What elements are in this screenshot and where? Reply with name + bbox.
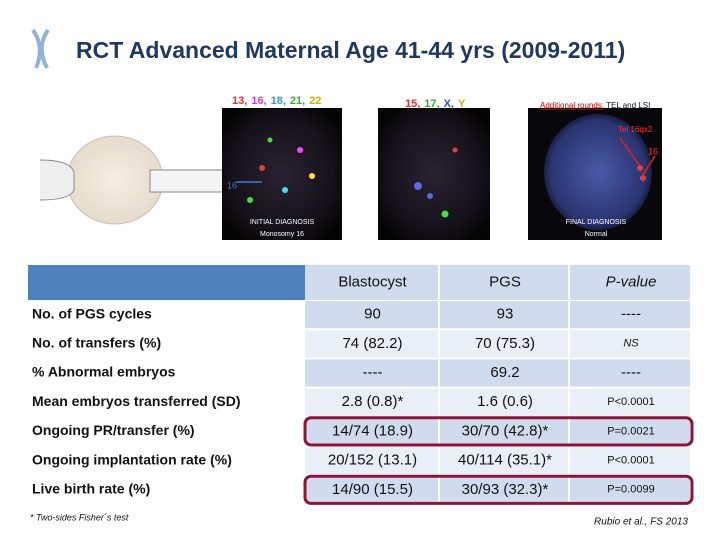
cell-value: ----: [621, 306, 641, 323]
cell-value: 69.2: [490, 364, 519, 381]
row-label: No. of PGS cycles: [32, 305, 152, 321]
row-label: Ongoing PR/transfer (%): [32, 422, 195, 438]
probe: 22: [309, 95, 321, 107]
cell-value: 14/74 (18.9): [332, 422, 413, 439]
title-icon: [31, 28, 50, 69]
cell-value: P=0.0099: [607, 484, 654, 496]
table-cell: [570, 330, 690, 358]
cell-value: 2.8 (0.8)*: [342, 393, 404, 410]
citation: Rubio et al., FS 2013: [594, 517, 688, 528]
cell-value: NS: [623, 338, 639, 350]
table-cell: [570, 301, 690, 329]
table-cell: [570, 388, 690, 416]
additional-rounds-key: Additional rounds:: [540, 101, 604, 110]
probe-list: 13, 16, 18, 21, 22: [232, 95, 321, 107]
probe: Y: [458, 98, 466, 110]
column-header: P-value: [606, 273, 657, 290]
additional-rounds: Additional rounds: TEL and LSI: [540, 101, 650, 110]
table-cell: [305, 476, 438, 504]
cell-value: 30/93 (32.3)*: [462, 481, 549, 498]
table-cell: [440, 301, 568, 329]
table-cell: [440, 417, 568, 445]
cell-value: 14/90 (15.5): [332, 481, 413, 498]
cell-value: 20/152 (13.1): [328, 452, 417, 469]
image-panel: [28, 88, 692, 246]
diagnosis-label: INITIAL DIAGNOSIS: [250, 219, 315, 226]
probe: 21,: [290, 95, 305, 107]
table-cell: [440, 330, 568, 358]
table-cell: [570, 417, 690, 445]
table-cell: [570, 476, 690, 504]
cell-value: 74 (82.2): [342, 335, 402, 352]
table-cell: [570, 359, 690, 387]
column-header: Blastocyst: [338, 273, 407, 290]
header-cell: [440, 265, 568, 300]
table-cell: [440, 388, 568, 416]
highlight-box: [303, 474, 694, 505]
cell-value: ----: [363, 364, 383, 381]
footnote: * Two-sides Fisher´s test: [30, 512, 129, 522]
table-cell: [305, 388, 438, 416]
diagnosis-label: FINAL DIAGNOSIS: [566, 219, 627, 226]
probe: 15,: [405, 98, 420, 110]
table-cell: [440, 447, 568, 475]
table-cell: [305, 417, 438, 445]
row-label: Ongoing implantation rate (%): [32, 451, 232, 467]
header-cell: [305, 265, 438, 300]
diagnosis-result: Normal: [585, 231, 608, 238]
cell-value: 93: [497, 306, 514, 323]
cell-value: 70 (75.3): [475, 335, 535, 352]
table-cell: [305, 447, 438, 475]
cell-value: ----: [621, 364, 641, 381]
cell-value: P<0.0001: [607, 455, 654, 467]
table-cell: [570, 447, 690, 475]
diagnosis-result: Monosomy 16: [260, 231, 304, 238]
table-cell: [305, 301, 438, 329]
probe: 13,: [232, 95, 247, 107]
cell-value: P<0.0001: [607, 396, 654, 408]
table-cell: [440, 476, 568, 504]
row-label: Live birth rate (%): [32, 481, 150, 497]
probe: 18,: [271, 95, 286, 107]
table-cell: [440, 359, 568, 387]
probe: 17,: [424, 98, 439, 110]
row-label: % Abnormal embryos: [32, 364, 176, 380]
column-header: PGS: [489, 273, 521, 290]
header-cell: [28, 265, 305, 300]
cell-value: 1.6 (0.6): [477, 393, 533, 410]
probe: X,: [444, 98, 454, 110]
tel-label: Tel 16qx2: [618, 125, 653, 134]
cell-value: 30/70 (42.8)*: [462, 422, 549, 439]
slide-title: RCT Advanced Maternal Age 41-44 yrs (200…: [76, 37, 625, 63]
row-label: No. of transfers (%): [32, 335, 161, 351]
results-table: Blastocyst PGS P-value No. of PGS cycles 90 9…: [28, 265, 694, 505]
cell-value: 90: [364, 306, 381, 323]
cell-value: P=0.0021: [607, 425, 654, 437]
probe-label: 16: [227, 180, 237, 190]
row-label: Mean embryos transferred (SD): [32, 393, 241, 409]
probe: 16,: [251, 95, 266, 107]
table-cell: [305, 359, 438, 387]
additional-rounds-text: TEL and LSI: [606, 101, 650, 110]
highlight-box: [303, 416, 694, 447]
table-cell: [305, 330, 438, 358]
cell-value: 40/114 (35.1)*: [458, 452, 552, 469]
probe-list: 15, 17, X, Y: [405, 98, 466, 110]
header-cell: [570, 265, 690, 300]
probe-label: 16: [648, 146, 658, 156]
